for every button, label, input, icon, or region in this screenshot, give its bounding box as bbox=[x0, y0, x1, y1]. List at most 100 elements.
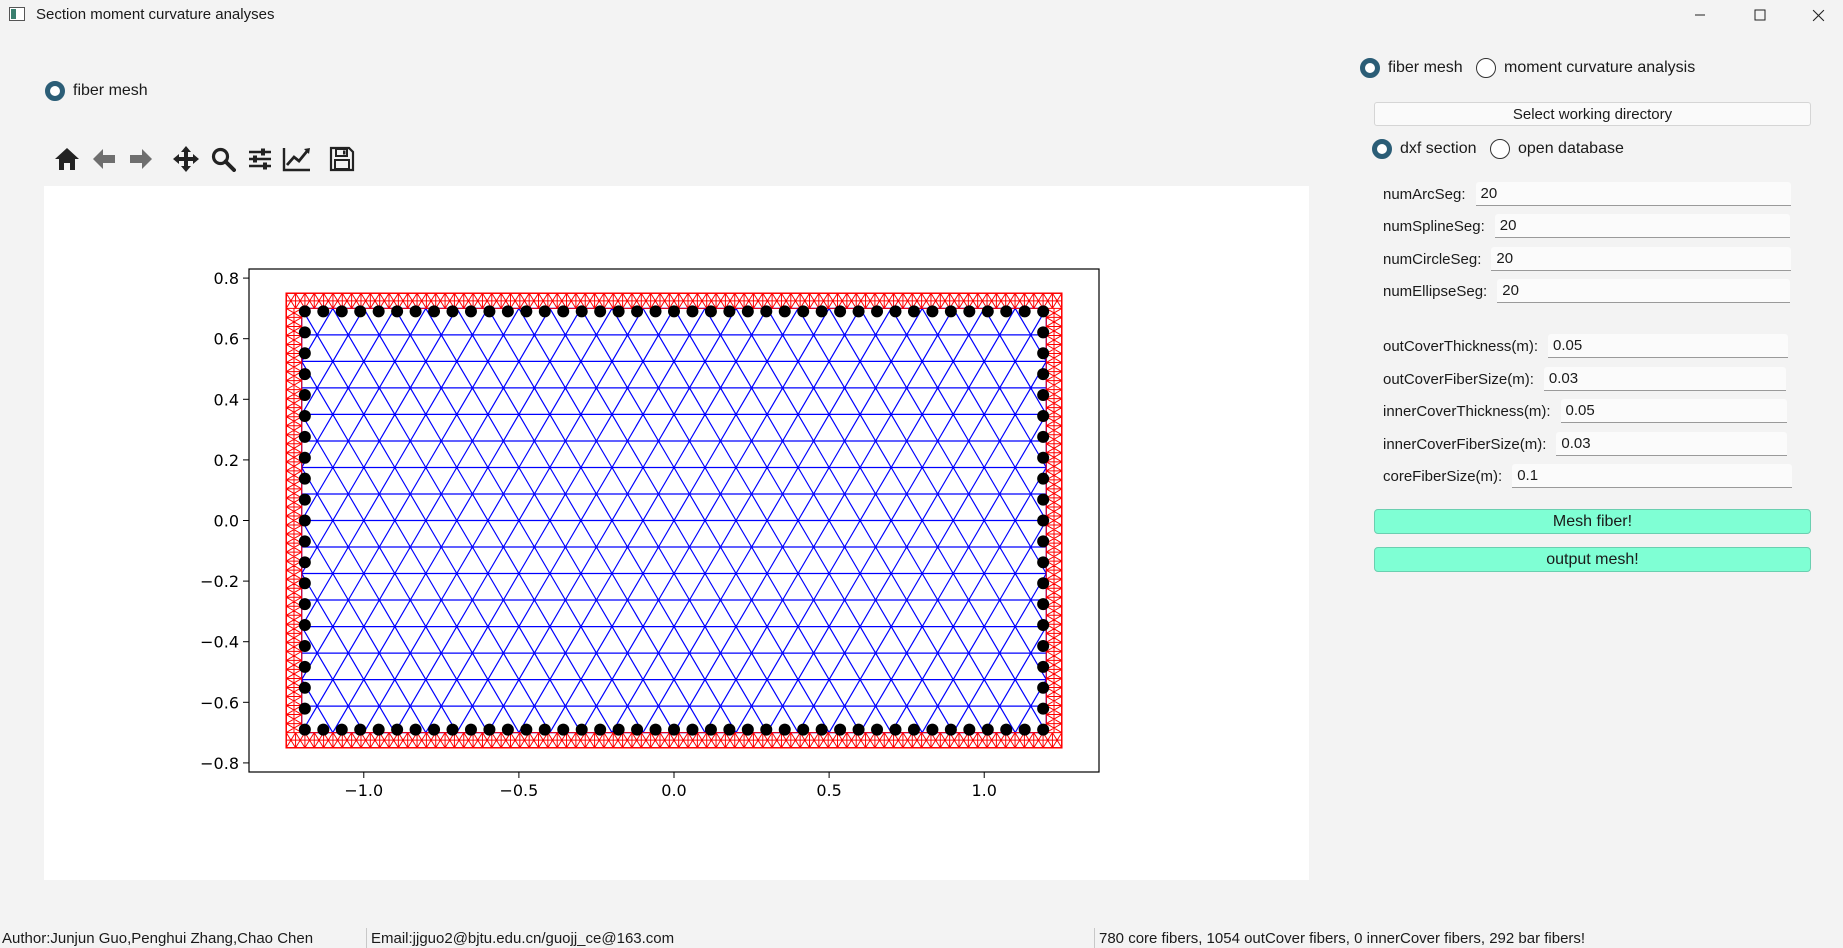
minimize-icon bbox=[1695, 14, 1705, 16]
maximize-button[interactable] bbox=[1737, 0, 1783, 30]
bar-fiber bbox=[1037, 409, 1050, 422]
bar-fiber bbox=[963, 723, 976, 736]
bar-fiber bbox=[298, 723, 311, 736]
bar-fiber bbox=[483, 723, 496, 736]
core-fiber-size-input[interactable] bbox=[1512, 464, 1793, 488]
radio-indicator bbox=[1476, 58, 1496, 78]
mesh-result-text: 780 core fibers, 1054 outCover fibers, 0… bbox=[1099, 930, 1586, 947]
num-circle-seg-label: numCircleSeg: bbox=[1383, 250, 1482, 268]
bar-fiber bbox=[575, 723, 588, 736]
bar-fiber bbox=[372, 723, 385, 736]
back-button[interactable] bbox=[85, 142, 122, 176]
bar-fiber bbox=[1037, 639, 1050, 652]
radio-indicator bbox=[45, 81, 65, 101]
bar-fiber bbox=[1037, 723, 1050, 736]
back-icon bbox=[92, 149, 115, 169]
moment-curvature-radio[interactable]: moment curvature analysis bbox=[1476, 58, 1695, 78]
forward-icon bbox=[129, 149, 152, 169]
out-cover-thickness-input[interactable] bbox=[1548, 334, 1789, 358]
bar-fiber bbox=[1037, 368, 1050, 381]
bar-fiber bbox=[704, 723, 717, 736]
bar-fiber bbox=[446, 305, 459, 318]
num-spline-seg-input[interactable] bbox=[1494, 214, 1790, 238]
zoom-button[interactable] bbox=[204, 142, 241, 176]
num-spline-seg-label: numSplineSeg: bbox=[1383, 217, 1485, 235]
y-tick-label: −0.8 bbox=[200, 754, 239, 773]
bar-fiber bbox=[926, 723, 939, 736]
bar-fiber bbox=[815, 305, 828, 318]
bar-fiber bbox=[1000, 305, 1013, 318]
dxf-section-radio[interactable]: dxf section bbox=[1372, 139, 1476, 159]
close-button[interactable] bbox=[1795, 0, 1841, 30]
radio-indicator bbox=[1360, 58, 1380, 78]
fiber-mesh-radio[interactable]: fiber mesh bbox=[1360, 58, 1463, 78]
bar-fiber bbox=[963, 305, 976, 318]
bar-fiber bbox=[446, 723, 459, 736]
inner-cover-fiber-size-row: innerCoverFiberSize(m): bbox=[1383, 431, 1788, 457]
bar-fibers bbox=[298, 305, 1050, 736]
core-fiber-size-row: coreFiberSize(m): bbox=[1383, 463, 1793, 489]
maximize-icon bbox=[1754, 9, 1766, 21]
bar-fiber bbox=[907, 305, 920, 318]
bar-fiber bbox=[631, 305, 644, 318]
radio-indicator bbox=[1372, 139, 1392, 159]
bar-fiber bbox=[298, 347, 311, 360]
x-tick-label: −0.5 bbox=[499, 781, 538, 800]
bar-fiber bbox=[428, 305, 441, 318]
num-circle-seg-row: numCircleSeg: bbox=[1383, 246, 1792, 272]
x-tick-label: 0.5 bbox=[816, 781, 841, 800]
window-title: Section moment curvature analyses bbox=[36, 6, 275, 23]
bar-fiber bbox=[298, 681, 311, 694]
bar-fiber bbox=[944, 305, 957, 318]
num-circle-seg-input[interactable] bbox=[1491, 247, 1792, 271]
configure-subplots-button[interactable] bbox=[241, 142, 278, 176]
pan-icon bbox=[172, 146, 199, 172]
bar-fiber bbox=[520, 305, 533, 318]
plot-canvas[interactable]: −1.0 −0.5 0.0 0.5 1.0 0.8 0.6 0.4 0.2 0.0 −0.2 −0.4… bbox=[44, 186, 1309, 880]
bar-fiber bbox=[926, 305, 939, 318]
home-button[interactable] bbox=[48, 142, 85, 176]
bar-fiber bbox=[1018, 723, 1031, 736]
bar-fiber bbox=[464, 723, 477, 736]
bar-fiber bbox=[409, 305, 422, 318]
bar-fiber bbox=[391, 305, 404, 318]
forward-button[interactable] bbox=[122, 142, 159, 176]
left-fiber-mesh-radio[interactable]: fiber mesh bbox=[45, 81, 148, 101]
save-button[interactable] bbox=[323, 142, 360, 176]
bar-fiber bbox=[298, 326, 311, 339]
open-database-radio[interactable]: open database bbox=[1490, 139, 1624, 159]
out-cover-fiber-size-input[interactable] bbox=[1543, 367, 1786, 391]
output-mesh-button[interactable]: output mesh! bbox=[1374, 547, 1811, 572]
bar-fiber bbox=[871, 723, 884, 736]
bar-fiber bbox=[501, 305, 514, 318]
core-fiber-size-label: coreFiberSize(m): bbox=[1383, 467, 1503, 485]
out-cover-thickness-label: outCoverThickness(m): bbox=[1383, 337, 1539, 355]
bar-fiber bbox=[298, 389, 311, 402]
y-tick-label: 0.0 bbox=[214, 512, 239, 531]
edit-axis-button[interactable] bbox=[278, 142, 315, 176]
bar-fiber bbox=[483, 305, 496, 318]
bar-fiber bbox=[1018, 305, 1031, 318]
num-arc-seg-label: numArcSeg: bbox=[1383, 185, 1466, 203]
bar-fiber bbox=[1037, 660, 1050, 673]
mesh-fiber-button[interactable]: Mesh fiber! bbox=[1374, 509, 1811, 534]
bar-fiber bbox=[834, 723, 847, 736]
minimize-button[interactable] bbox=[1677, 0, 1723, 30]
pan-button[interactable] bbox=[167, 142, 204, 176]
bar-fiber bbox=[889, 723, 902, 736]
fiber-mesh-chart: −1.0 −0.5 0.0 0.5 1.0 0.8 0.6 0.4 0.2 0.0 −0.2 −0.4… bbox=[200, 268, 1100, 800]
select-working-directory-button[interactable]: Select working directory bbox=[1374, 102, 1811, 126]
inner-cover-fiber-size-input[interactable] bbox=[1556, 432, 1788, 456]
bar-fiber bbox=[298, 493, 311, 506]
app-icon bbox=[9, 7, 25, 21]
bar-fiber bbox=[760, 723, 773, 736]
bar-fiber bbox=[298, 702, 311, 715]
num-spline-seg-row: numSplineSeg: bbox=[1383, 213, 1790, 239]
bar-fiber bbox=[317, 723, 330, 736]
bar-fiber bbox=[298, 577, 311, 590]
num-ellipse-seg-input[interactable] bbox=[1497, 279, 1791, 303]
out-cover-fiber-size-label: outCoverFiberSize(m): bbox=[1383, 370, 1534, 388]
num-arc-seg-input[interactable] bbox=[1475, 182, 1791, 206]
bar-fiber bbox=[723, 723, 736, 736]
inner-cover-thickness-input[interactable] bbox=[1560, 399, 1787, 423]
